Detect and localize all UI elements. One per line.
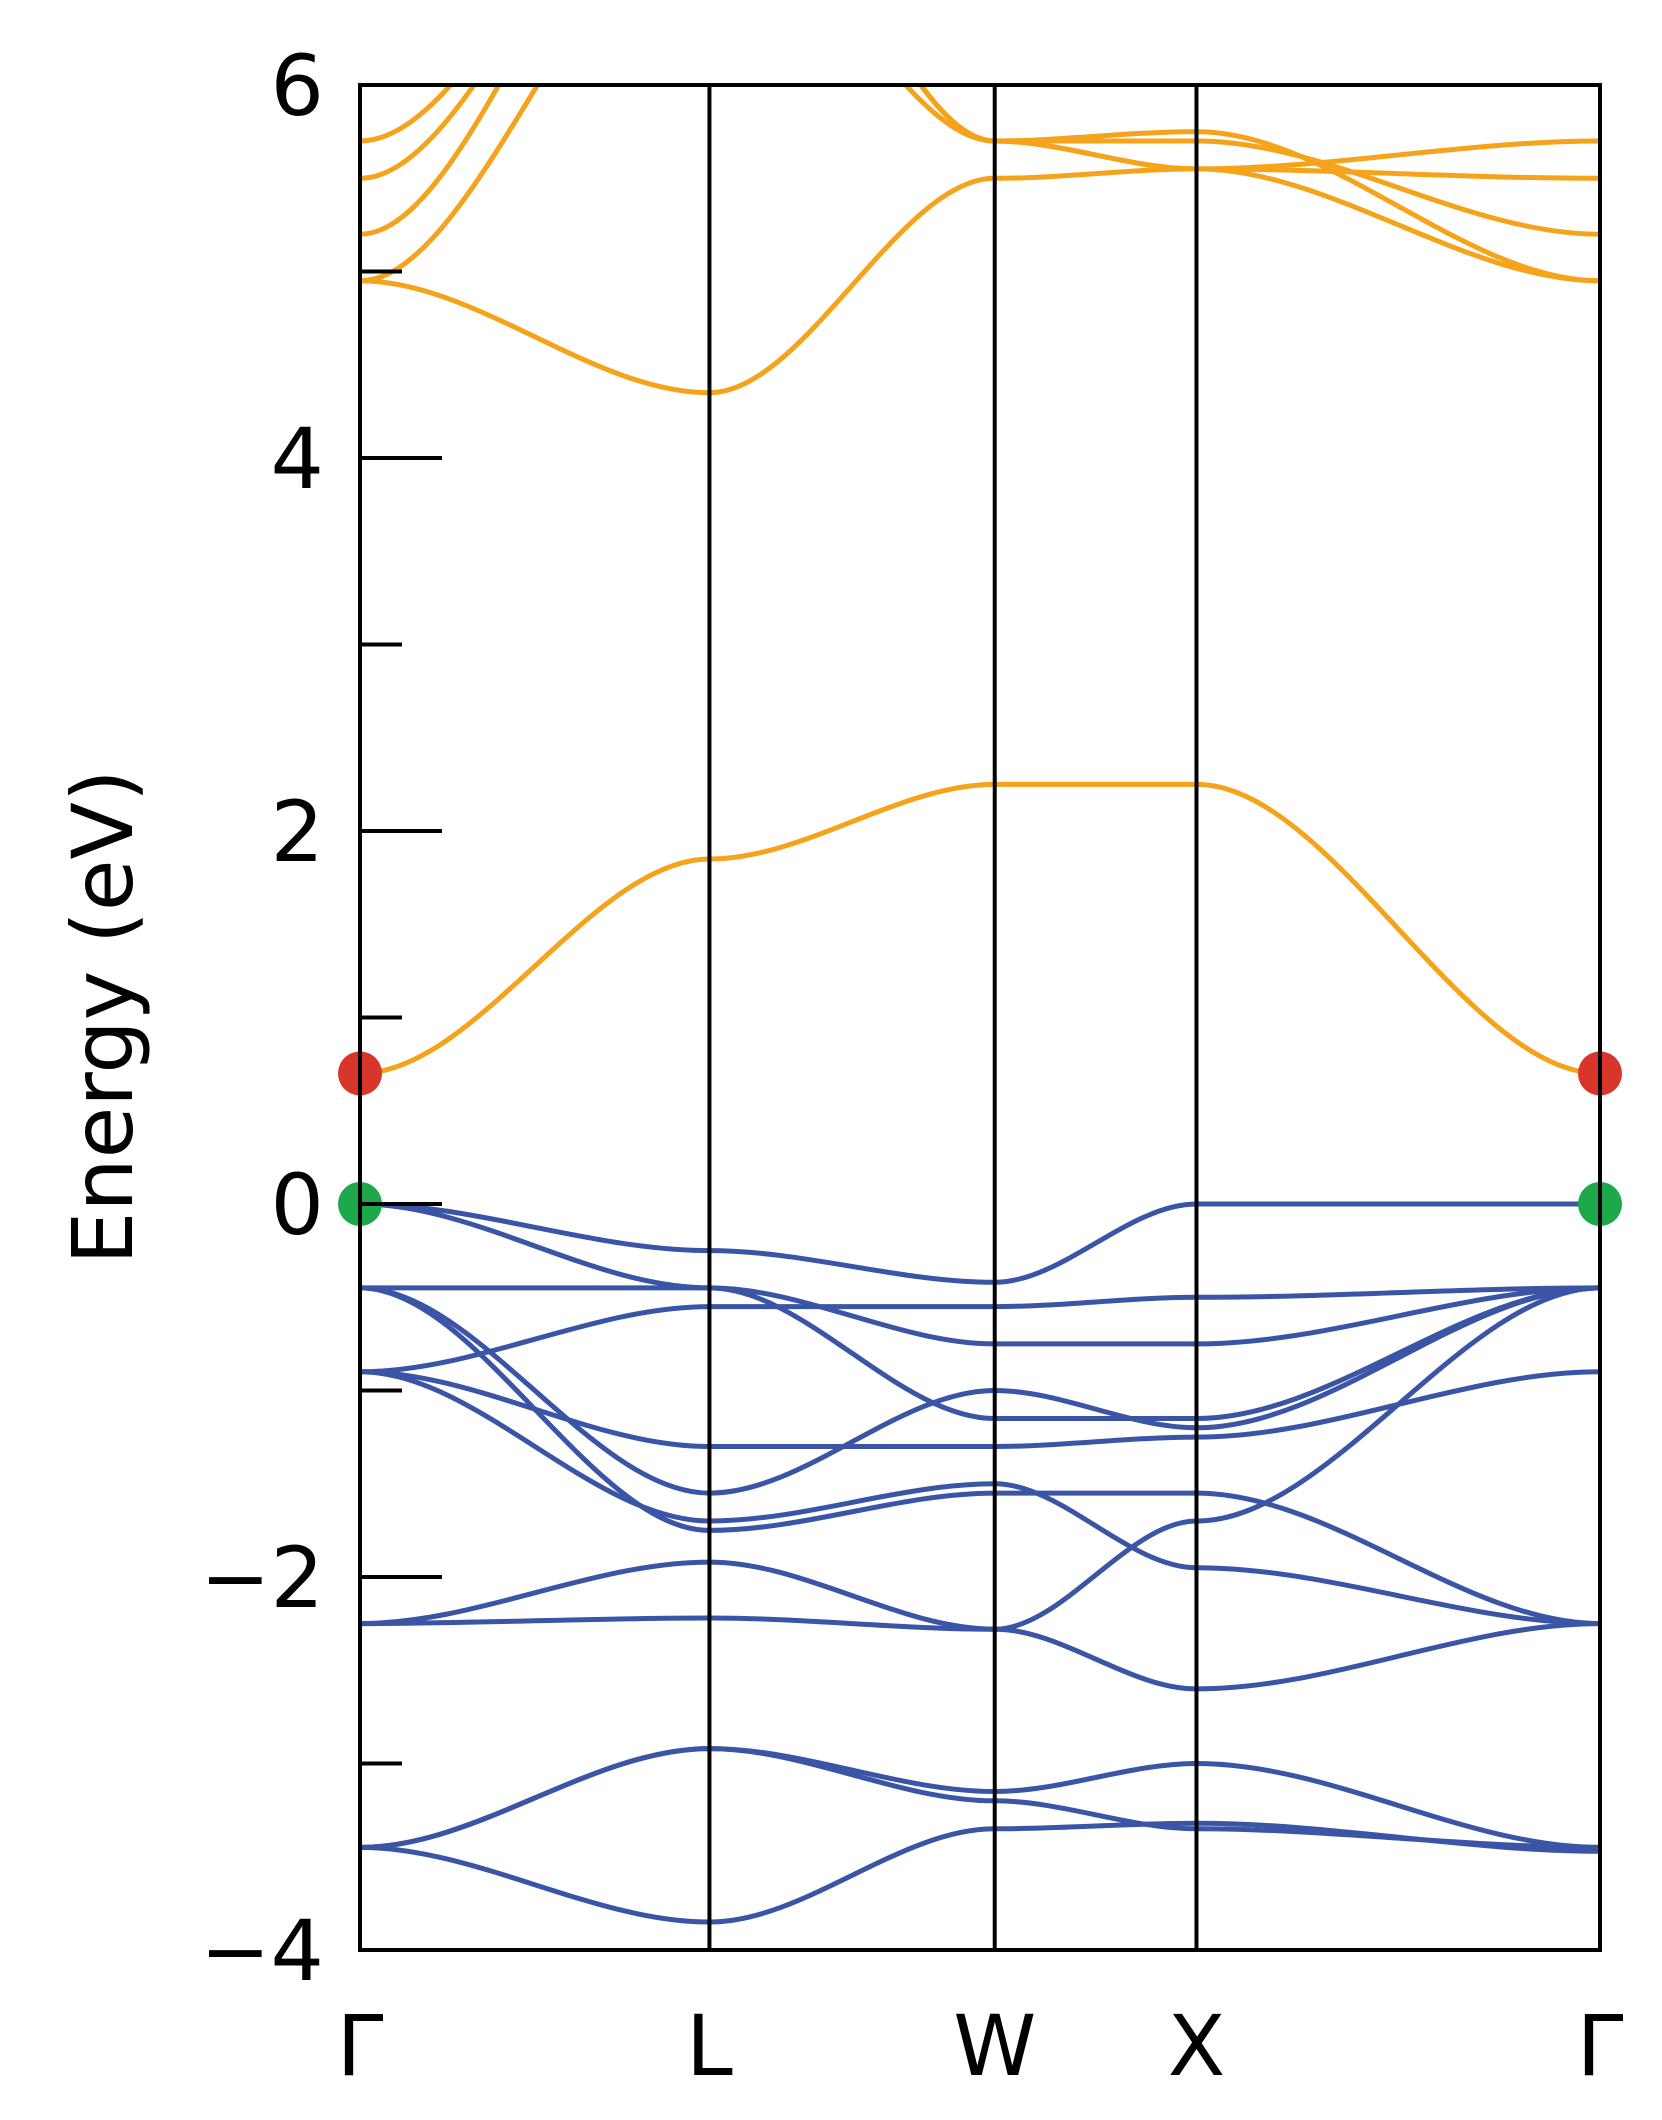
- x-tick-label: Γ: [1577, 1997, 1624, 2095]
- valence-band-11: [360, 1201, 1600, 1285]
- valence-band-5: [360, 1369, 1600, 1627]
- y-ticks: −4 −2 0 2 4 6: [200, 37, 442, 2000]
- y-tick-label: 0: [271, 1156, 324, 1254]
- x-tick-label: L: [686, 1997, 733, 2095]
- plot-frame: [358, 83, 1602, 1952]
- x-tick-label: Γ: [337, 1997, 384, 2095]
- y-tick-label: 6: [271, 37, 324, 135]
- valence-band-2: [360, 1820, 1600, 1925]
- valence-band-3: [360, 1559, 1600, 1692]
- valence-band-6: [360, 1369, 1600, 1450]
- valence-band-1: [360, 1746, 1600, 1850]
- bands: [360, 85, 1600, 1925]
- valence-band-8: [360, 1285, 1600, 1627]
- y-tick-label: −4: [200, 1902, 324, 2000]
- conduction-band-14: [360, 166, 1600, 396]
- y-axis-label: Energy (eV): [54, 769, 152, 1264]
- conduction-band-18: [360, 85, 1600, 284]
- y-tick-label: 4: [271, 410, 324, 508]
- conduction-band-13: [360, 781, 1600, 1076]
- x-tick-label: W: [953, 1997, 1036, 2095]
- y-tick-label: −2: [200, 1529, 324, 1627]
- conduction-band-17: [360, 85, 1600, 181]
- band-edge-markers: [338, 1051, 1622, 1226]
- valence-band-4: [360, 1285, 1600, 1632]
- conduction-band-16: [360, 85, 1600, 237]
- valence-band-12: [360, 1201, 1600, 1347]
- valence-band-7: [360, 1285, 1600, 1496]
- y-tick-label: 2: [271, 783, 324, 881]
- valence-band-9: [360, 1285, 1600, 1375]
- x-tick-label: X: [1168, 1997, 1226, 2095]
- high-symmetry-lines: [707, 85, 1199, 1950]
